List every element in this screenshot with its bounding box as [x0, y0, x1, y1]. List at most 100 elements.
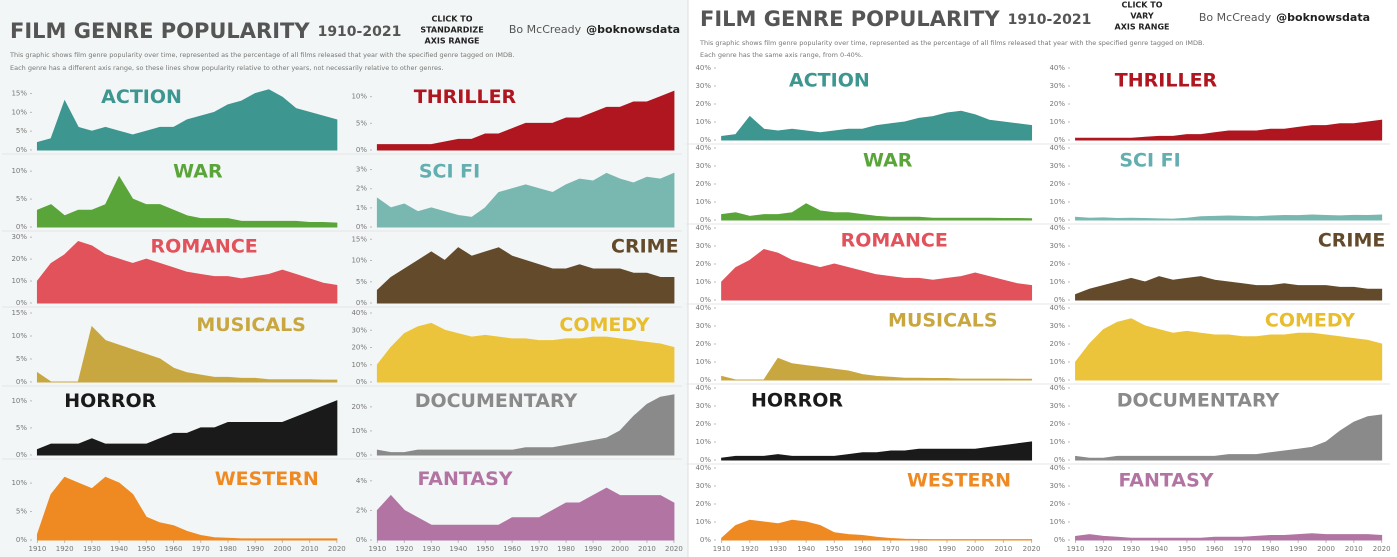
- area: [36, 241, 338, 304]
- x-tick-label: 1960: [165, 545, 183, 553]
- y-tick-label: 10%: [1049, 198, 1065, 206]
- y-tick-label: 3%: [356, 166, 367, 174]
- y-tick-label: 10%: [1049, 118, 1065, 126]
- y-tick-label: 30%: [1049, 162, 1065, 170]
- toggle-button[interactable]: CLICK TO: [1121, 1, 1162, 10]
- area: [721, 357, 1033, 381]
- y-tick-label: 0%: [700, 536, 711, 544]
- y-tick-label: 40%: [695, 384, 711, 392]
- area: [1075, 318, 1383, 381]
- x-tick-label: 1960: [854, 545, 872, 553]
- toggle-button[interactable]: CLICK TO: [431, 15, 472, 24]
- x-tick-label: 1990: [938, 545, 956, 553]
- y-tick-label: 40%: [1049, 144, 1065, 152]
- y-tick-label: 1%: [356, 204, 367, 212]
- x-tick-label: 1990: [246, 545, 264, 553]
- x-tick-label: 2000: [1317, 545, 1335, 553]
- y-tick-label: 30%: [1049, 402, 1065, 410]
- area: [1075, 276, 1383, 301]
- chart-title: COMEDY: [559, 314, 649, 336]
- dashboard-title: FILM GENRE POPULARITY 1910-2021: [10, 19, 401, 43]
- byline: Bo McCready @boknowsdata: [509, 23, 680, 36]
- y-tick-label: 40%: [1049, 384, 1065, 392]
- area: [721, 519, 1033, 541]
- x-tick-label: 2010: [301, 545, 319, 553]
- y-tick-label: 0%: [1054, 136, 1065, 144]
- x-tick-label: 1930: [83, 545, 101, 553]
- area: [721, 110, 1033, 141]
- y-tick-label: 0%: [700, 216, 711, 224]
- author: Bo McCready: [1199, 11, 1272, 24]
- y-tick-label: 0%: [356, 146, 367, 154]
- chart-title: CRIME: [611, 236, 679, 258]
- y-tick-label: 10%: [695, 358, 711, 366]
- y-tick-label: 40%: [695, 464, 711, 472]
- area: [376, 90, 675, 151]
- x-tick-label: 1960: [1206, 545, 1224, 553]
- x-tick-label: 1990: [1289, 545, 1307, 553]
- x-tick-label: 1910: [29, 545, 47, 553]
- y-tick-label: 10%: [351, 257, 367, 265]
- x-tick-label: 2000: [966, 545, 984, 553]
- y-tick-label: 10%: [11, 397, 27, 405]
- y-tick-label: 30%: [1049, 82, 1065, 90]
- y-tick-label: 0%: [1054, 456, 1065, 464]
- chart-title: ACTION: [789, 69, 870, 91]
- y-tick-label: 10%: [11, 108, 27, 116]
- chart-title: MUSICALS: [888, 309, 998, 331]
- y-tick-label: 40%: [1049, 64, 1065, 72]
- x-tick-label: 1980: [910, 545, 928, 553]
- x-tick-label: 1930: [769, 545, 787, 553]
- y-tick-label: 5%: [16, 195, 27, 203]
- x-tick-label: 1940: [449, 545, 467, 553]
- y-tick-label: 0%: [16, 299, 27, 307]
- y-tick-label: 10%: [1049, 518, 1065, 526]
- y-tick-label: 30%: [351, 326, 367, 334]
- y-tick-label: 2%: [356, 185, 367, 193]
- y-tick-label: 10%: [351, 93, 367, 101]
- x-tick-label: 1970: [192, 545, 210, 553]
- y-tick-label: 10%: [695, 118, 711, 126]
- x-tick-label: 1980: [1261, 545, 1279, 553]
- area: [1075, 533, 1383, 541]
- y-tick-label: 0%: [16, 536, 27, 544]
- chart-title: CRIME: [1318, 229, 1386, 251]
- x-tick-label: 1940: [110, 545, 128, 553]
- toggle-button[interactable]: STANDARDIZE: [420, 26, 483, 35]
- x-tick-label: 1910: [1067, 545, 1085, 553]
- y-tick-label: 10%: [11, 332, 27, 340]
- chart-title: ROMANCE: [151, 236, 258, 258]
- y-tick-label: 20%: [351, 344, 367, 352]
- byline: Bo McCready @boknowsdata: [1199, 11, 1370, 24]
- y-tick-label: 5%: [356, 278, 367, 286]
- y-tick-label: 30%: [1049, 242, 1065, 250]
- y-tick-label: 5%: [16, 355, 27, 363]
- y-tick-label: 40%: [695, 304, 711, 312]
- chart-title: WAR: [863, 149, 913, 171]
- y-tick-label: 10%: [695, 438, 711, 446]
- chart-title: ACTION: [101, 86, 182, 108]
- y-tick-label: 30%: [1049, 322, 1065, 330]
- y-tick-label: 20%: [695, 100, 711, 108]
- y-tick-label: 20%: [11, 255, 27, 263]
- area: [36, 89, 338, 151]
- y-tick-label: 10%: [695, 278, 711, 286]
- toggle-button[interactable]: VARY: [1130, 12, 1154, 21]
- chart-title: WESTERN: [907, 469, 1011, 491]
- toggle-button[interactable]: AXIS RANGE: [1115, 23, 1170, 32]
- x-tick-label: 2010: [994, 545, 1012, 553]
- chart-title: COMEDY: [1265, 309, 1355, 331]
- y-tick-label: 0%: [700, 456, 711, 464]
- y-tick-label: 5%: [16, 508, 27, 516]
- y-tick-label: 0%: [356, 378, 367, 386]
- y-tick-label: 40%: [1049, 464, 1065, 472]
- toggle-button[interactable]: AXIS RANGE: [425, 37, 480, 46]
- chart-title: SCI FI: [1119, 149, 1180, 171]
- y-tick-label: 15%: [351, 235, 367, 243]
- author: Bo McCready: [509, 23, 582, 36]
- x-tick-label: 2020: [665, 545, 683, 553]
- y-tick-label: 10%: [1049, 358, 1065, 366]
- x-tick-label: 1980: [557, 545, 575, 553]
- y-tick-label: 20%: [1049, 420, 1065, 428]
- y-tick-label: 30%: [695, 82, 711, 90]
